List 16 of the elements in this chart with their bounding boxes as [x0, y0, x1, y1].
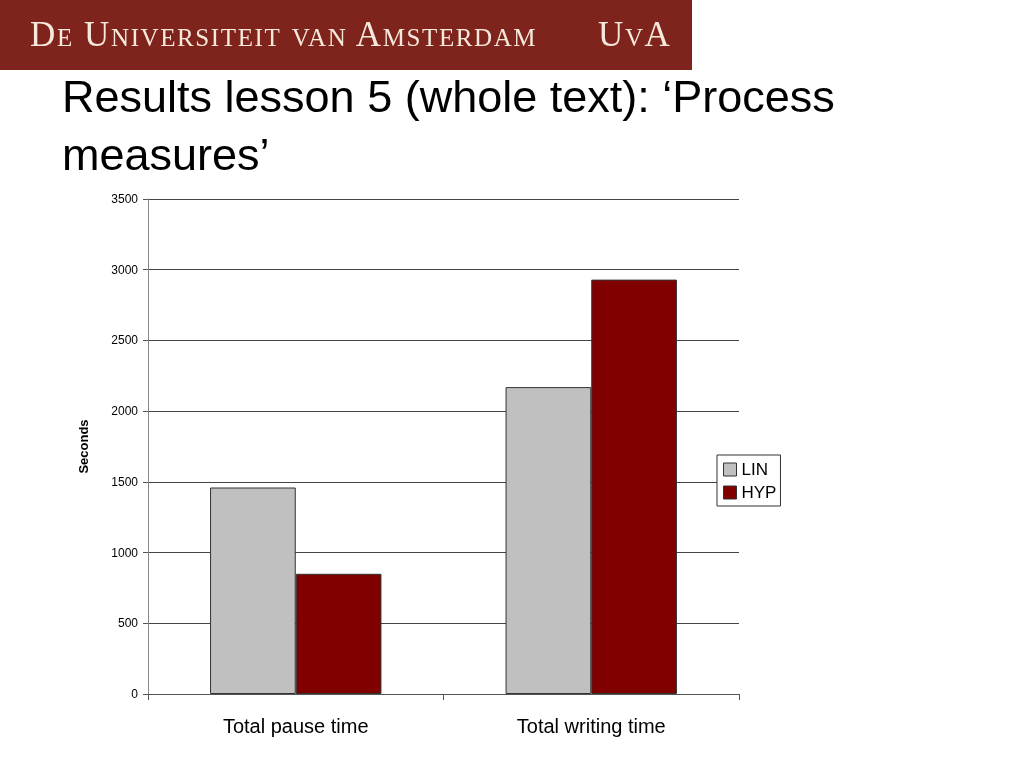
y-axis-title: Seconds [76, 419, 91, 474]
x-tick-label: Total pause time [222, 715, 369, 737]
legend-label: HYP [741, 483, 777, 502]
chart-title: Results lesson 5 (whole text): ‘Process measures’ [62, 70, 836, 182]
y-tick-label: 2000 [111, 404, 139, 419]
text: De Universiteit van Amsterdam [30, 15, 538, 55]
y-tick-label: 0 [131, 687, 139, 701]
y-tick-label: 1500 [111, 474, 139, 489]
legend-label: LIN [741, 460, 768, 479]
y-tick-label: 1000 [111, 545, 139, 560]
y-tick-label: 3500 [111, 192, 139, 206]
y-tick-label: 3000 [111, 262, 139, 277]
x-tick-label: Total writing time [516, 715, 666, 737]
text: UvA [598, 15, 672, 55]
y-tick-label: 2500 [111, 333, 139, 348]
y-tick-label: 500 [117, 616, 139, 631]
